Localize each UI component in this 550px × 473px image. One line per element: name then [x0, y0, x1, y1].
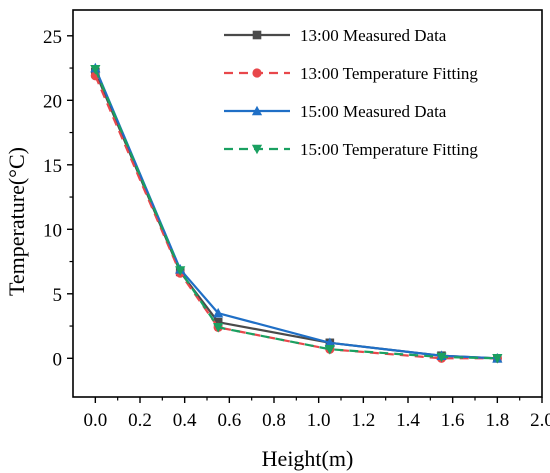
- legend-label: 15:00 Measured Data: [300, 102, 447, 121]
- series-line: [94, 68, 498, 360]
- data-point: [175, 266, 186, 276]
- series-layer: [90, 62, 503, 364]
- x-tick-label: 1.2: [351, 410, 375, 431]
- x-tick-label: 1.8: [485, 410, 509, 431]
- y-tick-label: 15: [43, 156, 62, 177]
- x-tick-label: 0.8: [262, 410, 286, 431]
- y-tick-label: 20: [43, 91, 62, 112]
- y-tick-label: 10: [43, 220, 62, 241]
- y-axis: 0 5 10 15 20 25: [43, 27, 73, 370]
- x-tick-label: 0.6: [217, 410, 241, 431]
- y-axis-title: Temperature(°C): [4, 147, 29, 296]
- data-point: [324, 337, 335, 348]
- x-tick-label: 1.4: [396, 410, 420, 431]
- y-tick-label: 5: [53, 285, 63, 306]
- legend-marker: [252, 68, 262, 78]
- legend-label: 13:00 Temperature Fitting: [300, 64, 478, 83]
- y-tick-label: 25: [43, 27, 62, 48]
- legend-item: 13:00 Temperature Fitting: [224, 64, 478, 83]
- legend-item: 15:00 Temperature Fitting: [224, 140, 478, 159]
- x-tick-label: 1.0: [307, 410, 331, 431]
- legend-item: 13:00 Measured Data: [224, 26, 447, 45]
- data-point: [90, 65, 101, 75]
- legend-marker: [252, 30, 262, 40]
- x-tick-label: 0.4: [173, 410, 197, 431]
- series-4: [90, 65, 503, 364]
- legend-label: 13:00 Measured Data: [300, 26, 447, 45]
- legend: 13:00 Measured Data 13:00 Temperature Fit…: [224, 26, 478, 159]
- plot-area: [72, 9, 543, 398]
- plot-frame: [72, 9, 543, 398]
- legend-item: 15:00 Measured Data: [224, 102, 447, 121]
- x-tick-label: 2.0: [530, 410, 550, 431]
- x-tick-label: 0.2: [128, 410, 152, 431]
- legend-marker: [251, 105, 263, 116]
- legend-label: 15:00 Temperature Fitting: [300, 140, 478, 159]
- data-point: [213, 307, 224, 318]
- x-axis-title: Height(m): [262, 446, 354, 471]
- data-point: [213, 317, 223, 327]
- data-point: [213, 323, 224, 333]
- data-point: [324, 344, 335, 355]
- data-point: [436, 352, 447, 363]
- x-tick-label: 0.0: [83, 410, 107, 431]
- x-tick-label: 1.6: [441, 410, 465, 431]
- series-line: [94, 75, 498, 360]
- legend-marker: [251, 144, 263, 155]
- y-tick-label: 0: [53, 349, 63, 370]
- data-point: [492, 354, 503, 364]
- x-axis: 0.0 0.2 0.4 0.6 0.8 1.0 1.2 1.4 1.6 1.8 2.0: [83, 397, 550, 431]
